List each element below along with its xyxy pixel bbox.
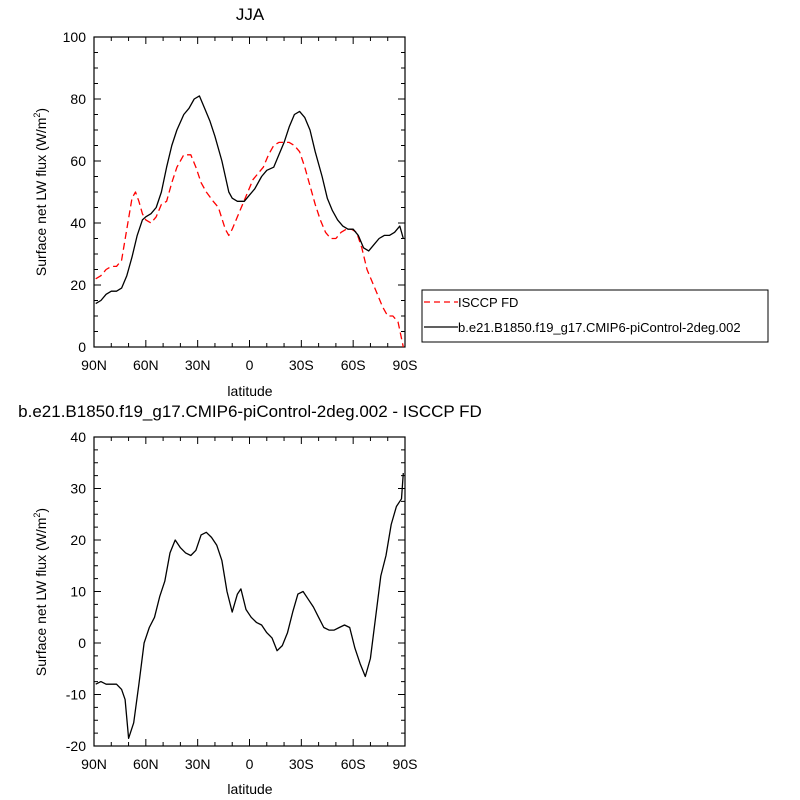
legend: ISCCP FD b.e21.B1850.f19_g17.CMIP6-piCon… <box>421 289 769 343</box>
top-y-tick-label: 60 <box>70 153 86 169</box>
top-x-tick-label: 0 <box>246 357 254 373</box>
top-plot-frame <box>93 36 406 348</box>
top-y-tick-label: 0 <box>78 339 86 355</box>
top-x-axis-label: latitude <box>227 383 272 399</box>
bottom-y-axis-label: Surface net LW flux (W/m2) <box>32 508 49 676</box>
bottom-y-tick-label: 40 <box>70 429 86 445</box>
top-model-line <box>95 95 404 305</box>
bottom-x-tick-label: 30N <box>185 756 211 772</box>
bottom-y-tick-label: 0 <box>78 635 86 651</box>
bottom-y-tick-label: -10 <box>66 687 86 703</box>
bottom-difference-line <box>95 473 404 739</box>
top-plot-area: 0 20 40 60 80 100 90N 60N 30N 0 30S 60S 90S <box>63 29 418 373</box>
bottom-y-tick-label: 30 <box>70 481 86 497</box>
bottom-y-axis-label-sup: 2 <box>32 513 42 518</box>
top-y-tick-label: 80 <box>70 91 86 107</box>
top-x-tick-label: 90S <box>393 357 418 373</box>
top-isccp-fd-line <box>95 141 404 348</box>
bottom-x-tick-label: 60S <box>341 756 366 772</box>
top-y-axis-label-main: Surface net LW flux (W/m <box>33 118 49 276</box>
bottom-plot-area: -20 -10 0 10 20 30 40 90N 60N 30N 0 30S 60S 90S <box>66 429 418 772</box>
bottom-panel: b.e21.B1850.f19_g17.CMIP6-piControl-2deg… <box>18 402 482 797</box>
top-y-axis-label-close: ) <box>33 108 49 113</box>
legend-label-model: b.e21.B1850.f19_g17.CMIP6-piControl-2deg… <box>458 320 741 335</box>
bottom-x-tick-label: 90S <box>393 756 418 772</box>
bottom-x-tick-label: 0 <box>246 756 254 772</box>
bottom-y-tick-label: 20 <box>70 532 86 548</box>
bottom-chart-title: b.e21.B1850.f19_g17.CMIP6-piControl-2deg… <box>18 402 482 421</box>
top-panel: JJA 0 20 40 60 80 100 90N 60N 30N 0 30S 60S 90S lati… <box>32 5 417 399</box>
top-y-tick-label: 40 <box>70 215 86 231</box>
top-y-tick-label: 100 <box>63 29 87 45</box>
top-y-axis-label-sup: 2 <box>32 113 42 118</box>
top-x-tick-label: 90N <box>81 357 107 373</box>
top-x-tick-label: 30S <box>289 357 314 373</box>
bottom-x-tick-label: 90N <box>81 756 107 772</box>
legend-box <box>421 289 769 343</box>
bottom-y-tick-label: 10 <box>70 584 86 600</box>
bottom-x-tick-label: 30S <box>289 756 314 772</box>
bottom-y-axis-label-close: ) <box>33 508 49 513</box>
top-x-tick-label: 30N <box>185 357 211 373</box>
bottom-y-axis-label-main: Surface net LW flux (W/m <box>33 518 49 676</box>
bottom-x-tick-label: 60N <box>133 756 159 772</box>
top-x-tick-label: 60S <box>341 357 366 373</box>
top-x-tick-label: 60N <box>133 357 159 373</box>
top-y-tick-label: 20 <box>70 277 86 293</box>
top-y-axis-label: Surface net LW flux (W/m2) <box>32 108 49 276</box>
bottom-plot-frame <box>93 436 406 747</box>
top-chart-title: JJA <box>236 5 265 24</box>
bottom-y-tick-label: -20 <box>66 738 86 754</box>
legend-label-isccp: ISCCP FD <box>458 295 518 310</box>
bottom-x-axis-label: latitude <box>227 781 272 797</box>
